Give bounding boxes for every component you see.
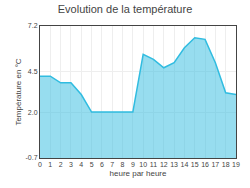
svg-text:3: 3 <box>69 161 73 168</box>
svg-text:10: 10 <box>139 161 147 168</box>
svg-text:Evolution de la température: Evolution de la température <box>58 3 193 15</box>
svg-text:heure par heure: heure par heure <box>110 169 167 178</box>
svg-text:1: 1 <box>48 161 52 168</box>
svg-text:5: 5 <box>90 161 94 168</box>
svg-text:19: 19 <box>232 161 240 168</box>
svg-text:2.0: 2.0 <box>28 109 38 116</box>
svg-text:13: 13 <box>170 161 178 168</box>
svg-text:15: 15 <box>191 161 199 168</box>
svg-text:4: 4 <box>79 161 83 168</box>
svg-text:14: 14 <box>181 161 189 168</box>
svg-text:9: 9 <box>131 161 135 168</box>
svg-text:7.2: 7.2 <box>28 22 38 29</box>
svg-text:2: 2 <box>59 161 63 168</box>
svg-text:17: 17 <box>211 161 219 168</box>
svg-text:6: 6 <box>100 161 104 168</box>
svg-text:12: 12 <box>160 161 168 168</box>
svg-text:16: 16 <box>201 161 209 168</box>
svg-text:4.5: 4.5 <box>28 68 38 75</box>
svg-text:-0.7: -0.7 <box>26 154 38 161</box>
svg-text:7: 7 <box>110 161 114 168</box>
svg-text:11: 11 <box>150 161 157 168</box>
svg-text:Température en °C: Température en °C <box>14 58 23 125</box>
svg-text:8: 8 <box>121 161 125 168</box>
svg-text:0: 0 <box>38 161 42 168</box>
svg-text:18: 18 <box>222 161 230 168</box>
